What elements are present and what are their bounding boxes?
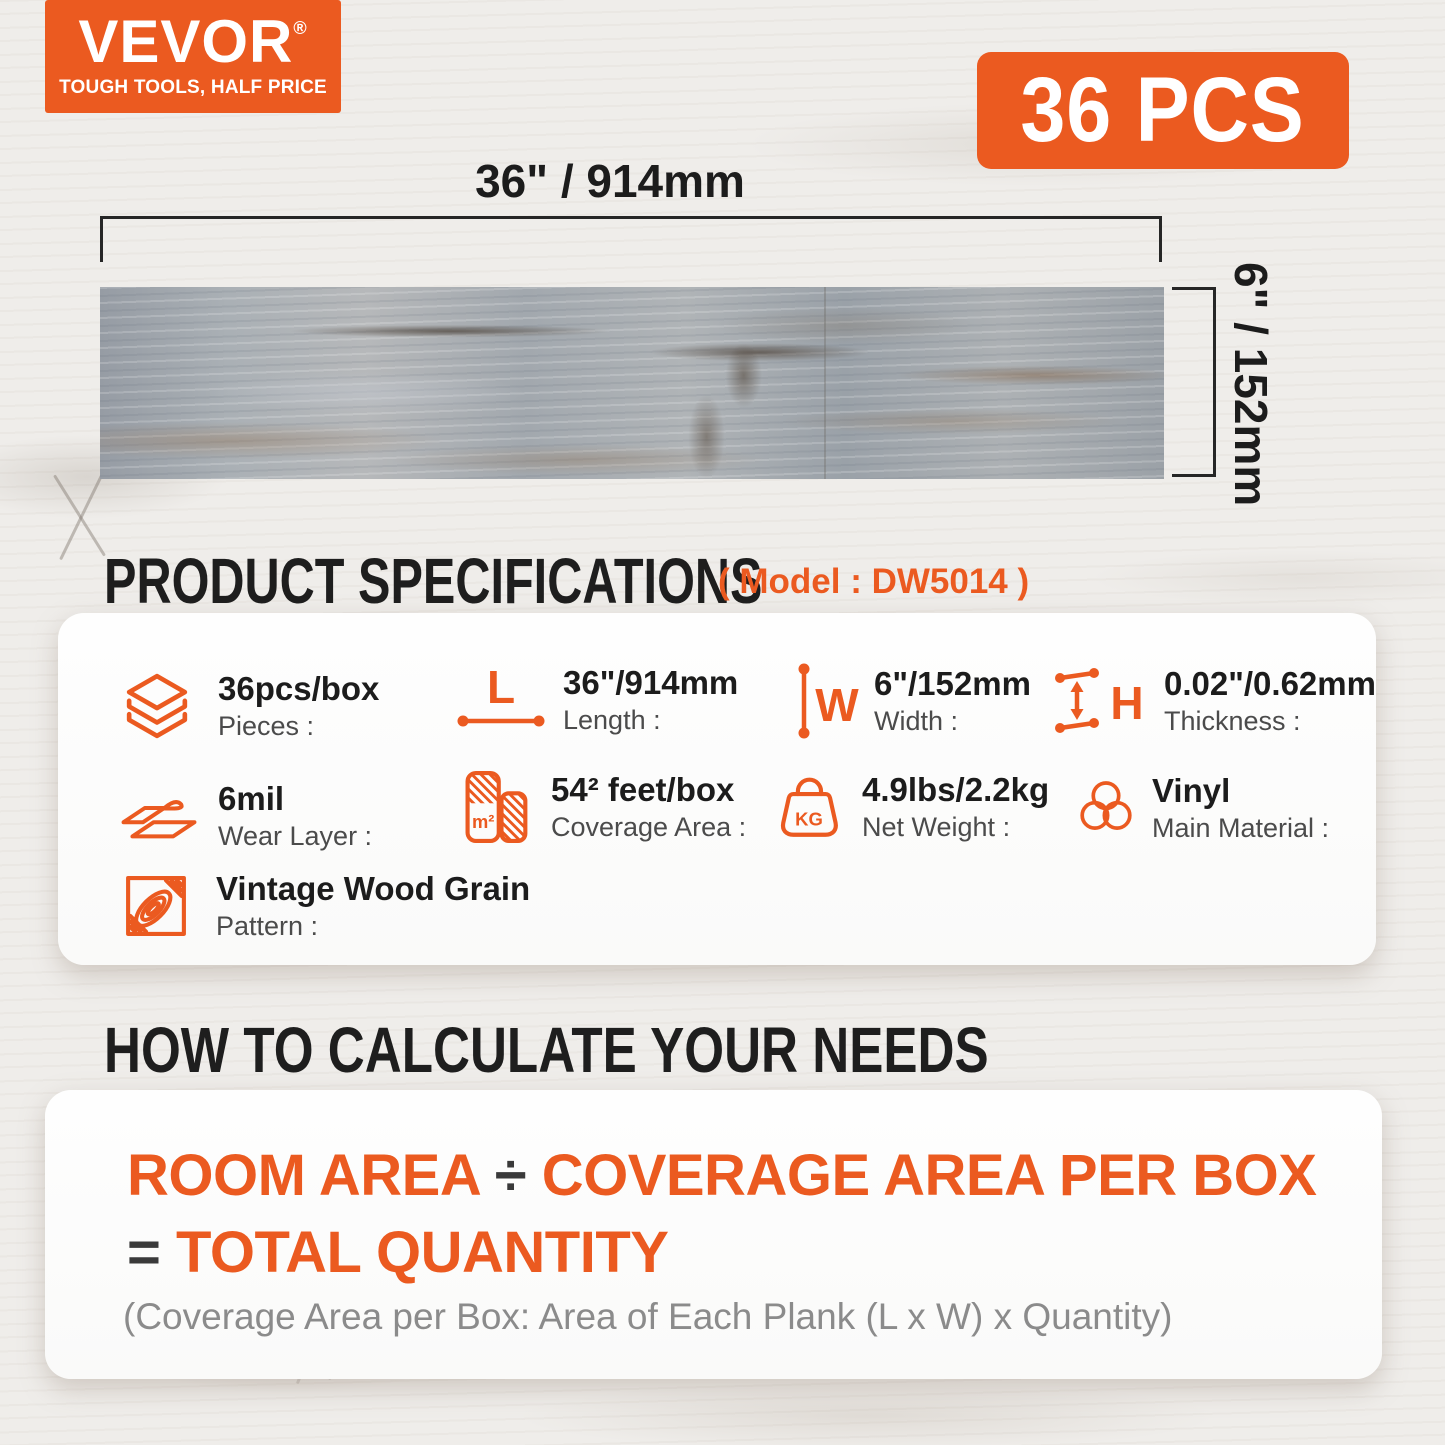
thickness-icon: H (1055, 668, 1144, 733)
material-icon (1080, 781, 1132, 831)
formula-room-area: ROOM AREA (127, 1143, 480, 1208)
width-icon: W (798, 663, 859, 739)
spec-net-weight: KG 4.9lbs/2.2kg Net Weight : (772, 769, 1049, 845)
svg-text:W: W (815, 679, 859, 731)
length-dimension-bracket (100, 216, 1162, 262)
spec-material: Vinyl Main Material : (1074, 772, 1329, 843)
calculation-card: ROOM AREA ÷ COVERAGE AREA PER BOX = TOTA… (45, 1090, 1382, 1379)
model-number-label: ( Model : DW5014 ) (718, 562, 1030, 601)
brand-tagline: TOUGH TOOLS, HALF PRICE (59, 77, 327, 98)
plank-width-label: 6" / 152mm (1225, 262, 1277, 507)
formula-coverage-area: COVERAGE AREA PER BOX (541, 1143, 1317, 1208)
width-dimension-bracket (1172, 287, 1216, 477)
net-weight-icon: KG (780, 777, 838, 837)
spec-length: L 36"/914mm Length : (453, 663, 738, 737)
formula-total-quantity: TOTAL QUANTITY (176, 1219, 669, 1285)
calc-heading: HOW TO CALCULATE YOUR NEEDS (104, 1014, 989, 1086)
coverage-area-icon: m² (465, 771, 528, 843)
specifications-card: 36pcs/box Pieces : L 36"/914mm Length : W … (58, 613, 1376, 965)
svg-text:m²: m² (472, 811, 494, 832)
vevor-logo: VEVOR® TOUGH TOOLS, HALF PRICE (45, 0, 341, 113)
svg-text:L: L (487, 663, 515, 713)
calc-note: (Coverage Area per Box: Area of Each Pla… (123, 1296, 1173, 1337)
equals-sign: = (127, 1219, 161, 1285)
stack-layers-icon (126, 673, 188, 739)
spec-width: W 6"/152mm Width : (794, 659, 1031, 743)
spec-thickness: H 0.02"/0.62mm Thickness : (1050, 659, 1376, 743)
svg-text:H: H (1110, 677, 1143, 729)
specs-heading: PRODUCT SPECIFICATIONS (104, 545, 763, 617)
plank-seam (823, 287, 826, 479)
spec-coverage-area: m² 54² feet/box Coverage Area : (463, 767, 746, 847)
length-icon: L (457, 663, 545, 727)
registered-mark-icon: ® (293, 18, 308, 38)
brand-name: VEVOR® (78, 8, 308, 75)
formula-line-2: = TOTAL QUANTITY (127, 1215, 1316, 1292)
svg-text:KG: KG (795, 809, 823, 830)
calc-formula: ROOM AREA ÷ COVERAGE AREA PER BOX = TOTA… (127, 1138, 1317, 1292)
spec-wear-layer: 6mil Wear Layer : (120, 780, 372, 851)
pieces-count-badge: 36 PCS (977, 52, 1349, 169)
wood-grain-pattern-icon (126, 876, 186, 937)
spec-pieces: 36pcs/box Pieces : (124, 670, 379, 741)
plank-length-label: 36" / 914mm (475, 155, 745, 207)
divide-sign: ÷ (494, 1143, 527, 1208)
spec-pattern: Vintage Wood Grain Pattern : (124, 870, 530, 941)
wear-layer-icon (121, 800, 197, 839)
formula-line-1: ROOM AREA ÷ COVERAGE AREA PER BOX (127, 1138, 1317, 1215)
vinyl-plank-image (100, 287, 1164, 479)
